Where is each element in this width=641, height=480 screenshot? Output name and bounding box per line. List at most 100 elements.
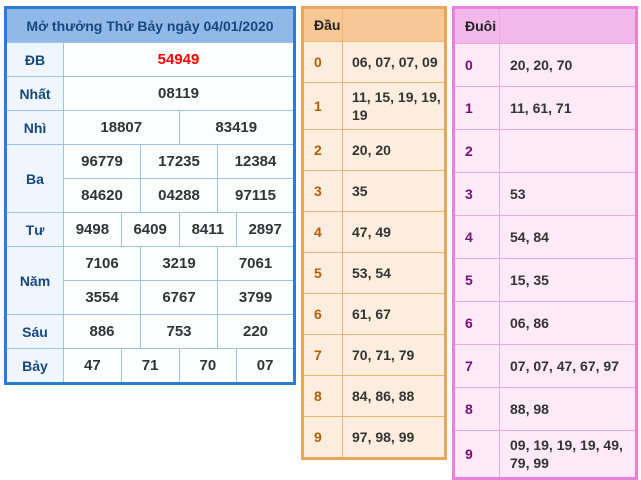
duoi-digit: 4 bbox=[453, 215, 500, 259]
prize-row-tu: Tư 9498 6409 8411 2897 bbox=[5, 212, 295, 247]
prize-value: 6409 bbox=[120, 212, 180, 247]
dau-header-label: Đầu bbox=[302, 7, 343, 42]
dau-header-spacer bbox=[342, 7, 446, 42]
duoi-row: 0 20, 20, 70 bbox=[453, 43, 637, 87]
duoi-values bbox=[499, 129, 637, 173]
duoi-header-spacer bbox=[499, 7, 637, 44]
prize-value-special: 54949 bbox=[63, 42, 295, 77]
dau-digit: 2 bbox=[302, 129, 343, 172]
dau-row: 1 11, 15, 19, 19, 19 bbox=[302, 81, 446, 131]
dau-values: 84, 86, 88 bbox=[342, 375, 446, 418]
duoi-digit: 1 bbox=[453, 86, 500, 130]
duoi-values: 06, 86 bbox=[499, 301, 637, 345]
duoi-digit: 7 bbox=[453, 344, 500, 388]
prize-value: 96779 bbox=[63, 144, 141, 179]
prize-label-nam: Năm bbox=[5, 246, 64, 315]
dau-values: 53, 54 bbox=[342, 252, 446, 295]
duoi-row: 9 09, 19, 19, 19, 49, 79, 99 bbox=[453, 429, 637, 480]
prize-value: 6767 bbox=[140, 280, 218, 315]
dau-row: 9 97, 98, 99 bbox=[302, 416, 446, 460]
duoi-values: 53 bbox=[499, 172, 637, 216]
dau-row: 8 84, 86, 88 bbox=[302, 375, 446, 418]
prize-value: 9498 bbox=[63, 212, 122, 247]
dau-digit: 4 bbox=[302, 211, 343, 254]
prize-row-sau: Sáu 886 753 220 bbox=[5, 314, 295, 349]
duoi-digit: 8 bbox=[453, 387, 500, 431]
prize-label-bay: Bảy bbox=[5, 348, 64, 384]
dau-row: 2 20, 20 bbox=[302, 129, 446, 172]
prize-value: 18807 bbox=[63, 110, 180, 145]
dau-values: 06, 07, 07, 09 bbox=[342, 41, 446, 83]
lottery-results-panel: Mở thưởng Thứ Bảy ngày 04/01/2020 ĐB 549… bbox=[4, 6, 638, 480]
dau-values: 35 bbox=[342, 170, 446, 213]
dau-table: Đầu 0 06, 07, 07, 09 1 11, 15, 19, 19, 19 … bbox=[301, 6, 447, 461]
prize-value: 71 bbox=[120, 348, 180, 384]
prize-value: 3554 bbox=[63, 280, 141, 315]
prize-value: 17235 bbox=[140, 144, 218, 179]
duoi-header-label: Đuôi bbox=[453, 7, 500, 44]
prize-value: 04288 bbox=[140, 178, 218, 213]
duoi-values: 54, 84 bbox=[499, 215, 637, 259]
dau-digit: 1 bbox=[302, 81, 343, 131]
dau-values: 61, 67 bbox=[342, 293, 446, 336]
duoi-digit: 6 bbox=[453, 301, 500, 345]
duoi-table: Đuôi 0 20, 20, 70 1 11, 61, 71 2 3 53 4 54, … bbox=[452, 6, 638, 480]
prize-row-nam-1: Năm 7106 3219 7061 bbox=[5, 246, 295, 315]
prize-value: 70 bbox=[178, 348, 238, 384]
dau-digit: 8 bbox=[302, 375, 343, 418]
prize-label-tu: Tư bbox=[5, 212, 64, 247]
dau-values: 70, 71, 79 bbox=[342, 334, 446, 377]
prize-value: 886 bbox=[63, 314, 141, 349]
duoi-row: 6 06, 86 bbox=[453, 301, 637, 345]
prize-value: 753 bbox=[140, 314, 218, 349]
prize-row-nam-2: 3554 6767 3799 bbox=[6, 280, 295, 315]
duoi-values: 07, 07, 47, 67, 97 bbox=[499, 344, 637, 388]
dau-digit: 7 bbox=[302, 334, 343, 377]
prize-value: 47 bbox=[63, 348, 122, 384]
dau-digit: 5 bbox=[302, 252, 343, 295]
prize-value: 7106 bbox=[63, 246, 141, 281]
dau-digit: 6 bbox=[302, 293, 343, 336]
dau-row: 5 53, 54 bbox=[302, 252, 446, 295]
prize-value: 220 bbox=[217, 314, 295, 349]
prize-label-nhi: Nhì bbox=[5, 110, 64, 145]
dau-values: 47, 49 bbox=[342, 211, 446, 254]
duoi-row: 4 54, 84 bbox=[453, 215, 637, 259]
prize-value: 3799 bbox=[217, 280, 295, 315]
duoi-row: 8 88, 98 bbox=[453, 387, 637, 431]
dau-row: 7 70, 71, 79 bbox=[302, 334, 446, 377]
prize-value: 84620 bbox=[63, 178, 141, 213]
duoi-row: 3 53 bbox=[453, 172, 637, 216]
prize-row-ba-1: Ba 96779 17235 12384 bbox=[5, 144, 295, 213]
prize-value: 12384 bbox=[217, 144, 295, 179]
duoi-row: 2 bbox=[453, 129, 637, 173]
dau-header-row: Đầu bbox=[302, 7, 446, 42]
dau-row: 3 35 bbox=[302, 170, 446, 213]
prize-label-nhat: Nhất bbox=[5, 76, 64, 111]
dau-row: 4 47, 49 bbox=[302, 211, 446, 254]
prize-value: 3219 bbox=[140, 246, 218, 281]
duoi-values: 20, 20, 70 bbox=[499, 43, 637, 87]
prize-row-nhi: Nhì 18807 83419 bbox=[5, 110, 295, 145]
prize-value: 83419 bbox=[178, 110, 295, 145]
dau-row: 0 06, 07, 07, 09 bbox=[302, 41, 446, 83]
prize-table: Mở thưởng Thứ Bảy ngày 04/01/2020 ĐB 549… bbox=[4, 6, 296, 385]
dau-digit: 0 bbox=[302, 41, 343, 83]
dau-digit: 3 bbox=[302, 170, 343, 213]
prize-row-ba-2: 84620 04288 97115 bbox=[6, 178, 295, 213]
dau-row: 6 61, 67 bbox=[302, 293, 446, 336]
prize-label-db: ĐB bbox=[5, 42, 64, 77]
duoi-digit: 3 bbox=[453, 172, 500, 216]
prize-value: 8411 bbox=[178, 212, 238, 247]
duoi-digit: 9 bbox=[453, 429, 500, 480]
dau-values: 11, 15, 19, 19, 19 bbox=[342, 81, 446, 131]
prize-value: 7061 bbox=[217, 246, 295, 281]
duoi-row: 1 11, 61, 71 bbox=[453, 86, 637, 130]
duoi-values: 09, 19, 19, 19, 49, 79, 99 bbox=[499, 429, 637, 480]
duoi-row: 5 15, 35 bbox=[453, 258, 637, 302]
prize-row-nhat: Nhất 08119 bbox=[5, 76, 295, 111]
duoi-values: 11, 61, 71 bbox=[499, 86, 637, 130]
duoi-digit: 2 bbox=[453, 129, 500, 173]
dau-values: 20, 20 bbox=[342, 129, 446, 172]
prize-value: 07 bbox=[236, 348, 295, 384]
